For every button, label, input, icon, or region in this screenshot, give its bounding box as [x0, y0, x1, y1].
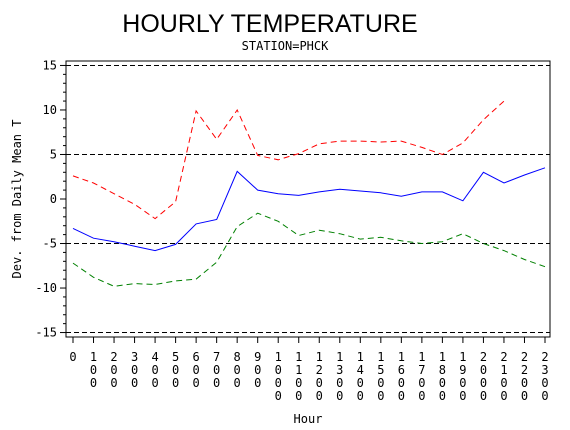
- plot-area: -15 -10 -5 0 5 10 15 0 1 0 0 2 0 0 3 0 0 4 0 0 5 0 0 6 0 0 7 0 0 8 0 0 9…: [35, 58, 551, 403]
- y-tick-label: -5: [43, 237, 57, 251]
- series-line-3: [72, 212, 546, 287]
- x-tick-label: 0: [69, 350, 76, 364]
- chart-title: HOURLY TEMPERATURE: [122, 10, 417, 38]
- x-axis-label: Hour: [294, 412, 323, 426]
- y-tick-label: 15: [43, 58, 57, 72]
- y-tick-label: 0: [50, 192, 57, 206]
- series-line-2: [72, 167, 546, 252]
- y-axis-label: Dev. from Daily Mean T: [10, 120, 24, 279]
- y-tick-label: -10: [35, 281, 57, 295]
- y-tick-label: 10: [43, 103, 57, 117]
- y-tick-label: -15: [35, 326, 57, 340]
- plot-frame: [65, 60, 551, 338]
- y-tick-label: 5: [50, 147, 57, 161]
- series-line-1: [72, 100, 505, 220]
- chart-subtitle: STATION=PHCK: [242, 39, 329, 53]
